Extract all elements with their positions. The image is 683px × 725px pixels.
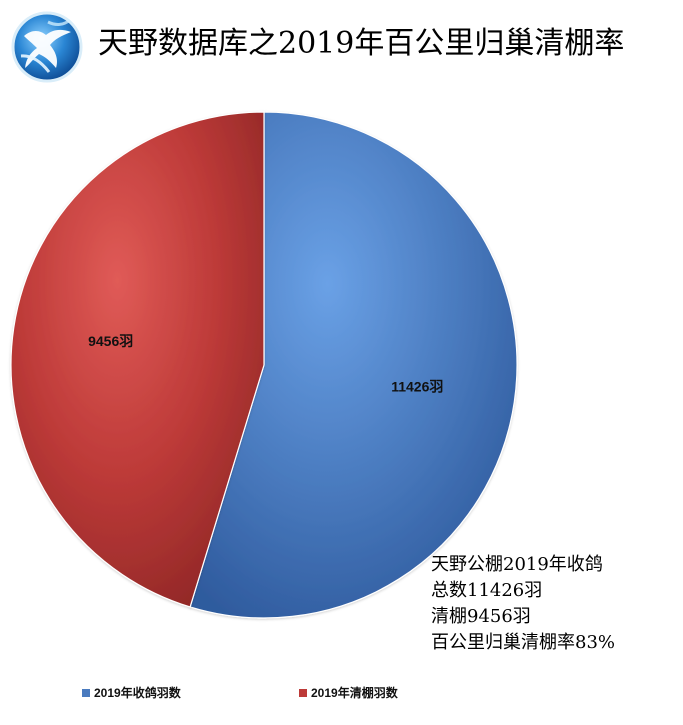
summary-line-4: 百公里归巢清棚率83% [431, 632, 616, 653]
summary-line-3: 清棚9456羽 [431, 606, 531, 627]
summary-line-1: 天野公棚2019年收鸽 [431, 554, 603, 575]
legend-label-received: 2019年收鸽羽数 [94, 686, 181, 700]
pie-slices [10, 111, 518, 619]
summary-note: 天野公棚2019年收鸽 总数11426羽 清棚9456羽 百公里归巢清棚率83% [431, 552, 676, 656]
data-label-cleared: 9456羽 [88, 333, 133, 349]
legend-item-received: 2019年收鸽羽数 [82, 684, 181, 701]
legend-label-cleared: 2019年清棚羽数 [311, 686, 398, 700]
legend: 2019年收鸽羽数 2019年清棚羽数 [82, 682, 602, 704]
legend-swatch-cleared [299, 688, 307, 697]
pie-slice-cleared [10, 111, 265, 608]
pie-labels: 11426羽 9456羽 [88, 333, 443, 395]
data-label-received: 11426羽 [391, 379, 443, 395]
page-title: 天野数据库之2019年百公里归巢清棚率 [98, 26, 625, 61]
globe-dove-logo [11, 11, 83, 83]
legend-swatch-received [82, 688, 90, 697]
legend-item-cleared: 2019年清棚羽数 [299, 684, 398, 701]
pie-slice-received [189, 111, 518, 619]
summary-line-2: 总数11426羽 [431, 580, 543, 601]
